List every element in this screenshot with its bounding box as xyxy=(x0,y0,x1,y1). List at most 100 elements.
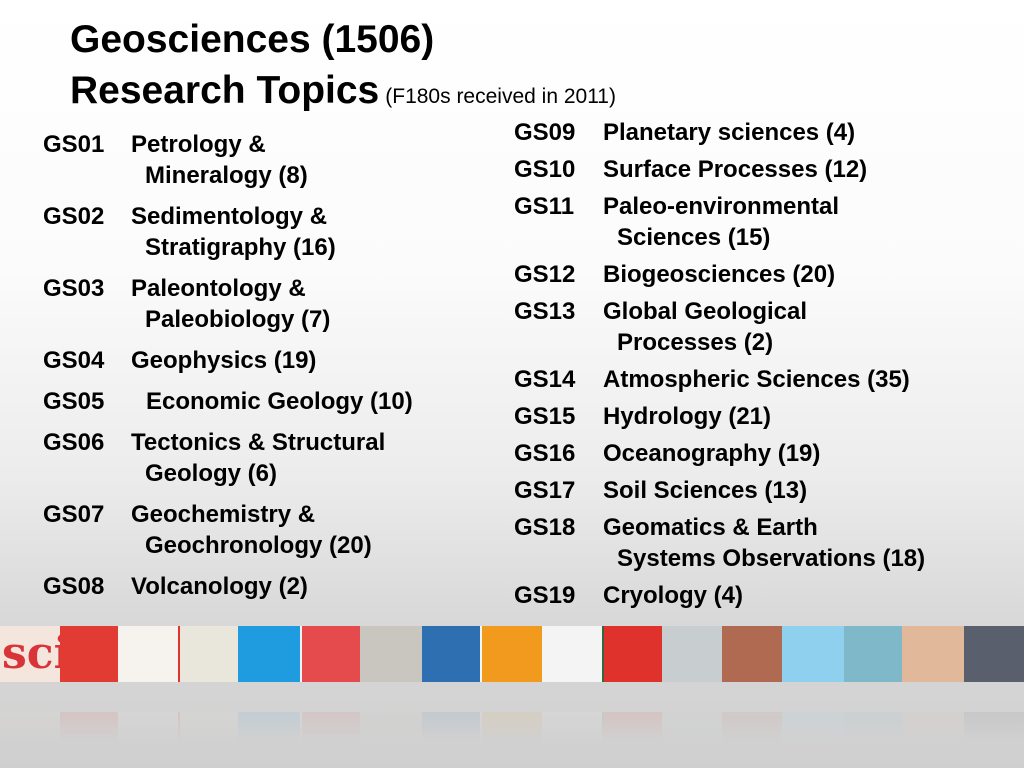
white-gap-tile-2 xyxy=(480,626,482,682)
red-swirl-tile xyxy=(302,626,360,682)
white-gap-tile xyxy=(300,626,302,682)
blue-tile-1 xyxy=(238,712,300,768)
topic-name: Atmospheric Sciences (35) xyxy=(603,366,910,393)
skeleton-tile xyxy=(360,626,422,682)
insect-eye-tile xyxy=(602,626,604,682)
topic-code: GS12 xyxy=(514,261,576,288)
image-strip: sci xyxy=(0,626,1024,682)
topic-name: Global Geological Processes (2) xyxy=(603,298,808,356)
topic-code: GS16 xyxy=(514,440,576,467)
title-note: (F180s received in 2011) xyxy=(385,85,616,108)
topic-name: Geochemistry & Geochronology (20) xyxy=(131,501,372,559)
topic-item: GS11 Paleo-environmental Sciences (15) xyxy=(514,191,1014,253)
topic-code: GS11 xyxy=(514,193,575,220)
test-tubes-tile xyxy=(844,626,902,682)
image-strip-reflection xyxy=(0,682,1024,768)
skeleton-tile xyxy=(360,712,422,768)
topic-item: GS10 Surface Processes (12) xyxy=(514,154,1014,185)
topic-name: Oceanography (19) xyxy=(603,440,821,467)
orange-tile xyxy=(482,712,542,768)
topic-item: GS06 Tectonics & Structural Geology (6) xyxy=(43,427,493,489)
topic-name: Cryology (4) xyxy=(603,582,744,609)
anatomy-tile xyxy=(722,626,782,682)
chalkboard-tile xyxy=(662,626,722,682)
topic-name: Geomatics & Earth Systems Observations (1… xyxy=(603,514,926,572)
topic-item: GS05 Economic Geology (10) xyxy=(43,386,493,417)
topic-code: GS18 xyxy=(514,514,576,541)
chalkboard-tile xyxy=(662,712,722,768)
title-main: Research Topics xyxy=(70,69,380,112)
blue-tile-1 xyxy=(238,626,300,682)
orange-tile xyxy=(482,626,542,682)
light-blue-tile xyxy=(782,626,844,682)
child-face-tile xyxy=(902,626,964,682)
red-blue-gap-tile xyxy=(60,712,118,768)
topic-item: GS09 Planetary sciences (4) xyxy=(514,117,1014,148)
red-tile xyxy=(604,712,662,768)
topic-item: GS16 Oceanography (19) xyxy=(514,438,1014,469)
topic-name: Petrology & Mineralogy (8) xyxy=(131,131,308,189)
topic-list-right: GS09 Planetary sciences (4) GS10 Surface… xyxy=(514,117,1014,617)
topic-code: GS04 xyxy=(43,347,105,374)
topic-item: GS08 Volcanology (2) xyxy=(43,571,493,602)
red-swirl-tile xyxy=(302,712,360,768)
petri-dish-tile xyxy=(118,626,178,682)
topic-item: GS18 Geomatics & Earth Systems Observatio… xyxy=(514,512,1014,574)
sci-logo-tile: sci xyxy=(0,626,60,682)
topic-name: Paleontology & Paleobiology (7) xyxy=(131,275,331,333)
topic-item: GS14 Atmospheric Sciences (35) xyxy=(514,364,1014,395)
bubbles-tile xyxy=(964,626,1024,682)
red-tile xyxy=(604,626,662,682)
topic-code: GS06 xyxy=(43,429,105,456)
topic-name: Soil Sciences (13) xyxy=(603,477,808,504)
topic-code: GS07 xyxy=(43,501,105,528)
topic-name: Geophysics (19) xyxy=(131,347,317,374)
petri-dish-tile xyxy=(118,712,178,768)
topic-code: GS01 xyxy=(43,131,105,158)
light-bulb-tile xyxy=(180,712,238,768)
topic-code: GS19 xyxy=(514,582,576,609)
topic-code: GS02 xyxy=(43,203,105,230)
topic-item: GS03 Paleontology & Paleobiology (7) xyxy=(43,273,493,335)
blue-network-tile xyxy=(422,712,480,768)
bubbles-tile xyxy=(964,712,1024,768)
topic-item: GS17 Soil Sciences (13) xyxy=(514,475,1014,506)
topic-name: Planetary sciences (4) xyxy=(603,119,856,146)
white-gap-tile-3 xyxy=(542,626,602,682)
topic-code: GS08 xyxy=(43,573,105,600)
blue-network-tile xyxy=(422,626,480,682)
title-line-2: Research Topics (F180s received in 2011) xyxy=(70,65,616,122)
topic-code: GS14 xyxy=(514,366,576,393)
red-gap-tile xyxy=(178,626,180,682)
topic-code: GS10 xyxy=(514,156,576,183)
topic-code: GS17 xyxy=(514,477,576,504)
topic-item: GS13 Global Geological Processes (2) xyxy=(514,296,1014,358)
topic-name: Economic Geology (10) xyxy=(146,388,413,415)
topic-name: Volcanology (2) xyxy=(131,573,308,600)
topic-code: GS15 xyxy=(514,403,576,430)
topic-item: GS19 Cryology (4) xyxy=(514,580,1014,611)
anatomy-tile xyxy=(722,712,782,768)
topic-code: GS03 xyxy=(43,275,105,302)
topic-item: GS15 Hydrology (21) xyxy=(514,401,1014,432)
topic-name: Sedimentology & Stratigraphy (16) xyxy=(131,203,336,261)
topic-item: GS04 Geophysics (19) xyxy=(43,345,493,376)
light-bulb-tile xyxy=(180,626,238,682)
topic-item: GS02 Sedimentology & Stratigraphy (16) xyxy=(43,201,493,263)
test-tubes-tile xyxy=(844,712,902,768)
title-line-1: Geosciences (1506) xyxy=(70,18,435,61)
slide-title: Geosciences (1506) Research Topics (F180s… xyxy=(70,14,616,122)
topic-name: Paleo-environmental Sciences (15) xyxy=(603,193,840,251)
topic-name: Tectonics & Structural Geology (6) xyxy=(131,429,386,487)
topic-item: GS12 Biogeosciences (20) xyxy=(514,259,1014,290)
topic-name: Surface Processes (12) xyxy=(603,156,868,183)
red-blue-gap-tile xyxy=(60,626,118,682)
topic-code: GS09 xyxy=(514,119,576,146)
topic-code: GS13 xyxy=(514,298,576,325)
sci-logo-tile xyxy=(0,712,60,768)
topic-code: GS05 xyxy=(43,388,105,415)
topic-list-left: GS01 Petrology & Mineralogy (8) GS02 Sedi… xyxy=(43,129,493,612)
topic-item: GS07 Geochemistry & Geochronology (20) xyxy=(43,499,493,561)
topic-name: Hydrology (21) xyxy=(603,403,772,430)
light-blue-tile xyxy=(782,712,844,768)
